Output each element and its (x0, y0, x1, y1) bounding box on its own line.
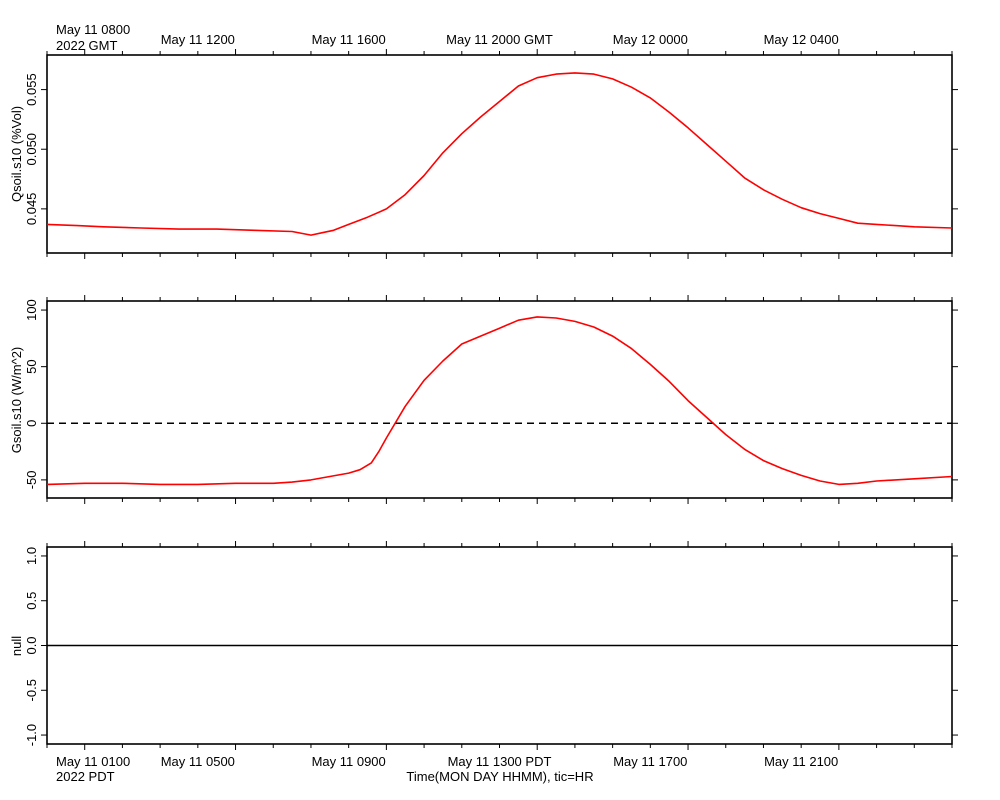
bottom-tick-labels: May 11 0500 May 11 0900 May 11 1300 PDT May… (161, 754, 839, 769)
null-panel: null -1.0 -0.5 0.0 0.5 1.0 (9, 541, 958, 750)
gsoil-ylabel: Gsoil.s10 (W/m^2) (9, 347, 24, 454)
top-start-label-line1: May 11 0800 (56, 22, 130, 37)
bottom-tick-label: May 11 0500 (161, 754, 235, 769)
y-tick-label: 0.050 (24, 133, 39, 166)
bottom-tick-label: May 11 1700 (613, 754, 687, 769)
y-tick-label: -0.5 (24, 679, 39, 701)
y-tick-label: 0.0 (24, 636, 39, 654)
plot-frame (46, 300, 953, 499)
plot-frame (46, 54, 953, 254)
y-tick-label: 0.045 (24, 193, 39, 226)
x-axis-label: Time(MON DAY HHMM), tic=HR (406, 769, 593, 784)
qsoil-panel: Qsoil.s10 (%Vol) 0.045 0.050 0.055 (9, 49, 958, 259)
top-tick-label: May 11 1600 (312, 32, 386, 47)
series-line (46, 316, 953, 486)
bottom-tick-label: May 11 0900 (312, 754, 386, 769)
y-tick-label: 100 (24, 299, 39, 321)
top-tick-label: May 11 1200 (161, 32, 235, 47)
y-tick-label: 50 (24, 359, 39, 373)
bottom-start-label-line1: May 11 0100 (56, 754, 130, 769)
gsoil-panel: Gsoil.s10 (W/m^2) -50 0 50 100 (9, 295, 958, 504)
y-tick-label: 0.5 (24, 592, 39, 610)
bottom-tick-label: May 11 1300 PDT (448, 754, 552, 769)
y-tick-label: -50 (24, 470, 39, 489)
top-tick-label: May 11 2000 GMT (446, 32, 553, 47)
top-tick-labels: May 11 1200 May 11 1600 May 11 2000 GMT May… (161, 32, 839, 47)
top-start-label-line2: 2022 GMT (56, 38, 117, 53)
null-ylabel: null (9, 636, 24, 656)
series-line (46, 72, 953, 236)
bottom-start-label-line2: 2022 PDT (56, 769, 115, 784)
y-tick-label: 0 (24, 420, 39, 427)
y-tick-label: -1.0 (24, 724, 39, 746)
y-tick-label: 0.055 (24, 73, 39, 106)
y-tick-label: 1.0 (24, 547, 39, 565)
top-tick-label: May 12 0000 (613, 32, 688, 47)
qsoil-ylabel: Qsoil.s10 (%Vol) (9, 106, 24, 202)
bottom-tick-label: May 11 2100 (764, 754, 838, 769)
top-tick-label: May 12 0400 (764, 32, 839, 47)
